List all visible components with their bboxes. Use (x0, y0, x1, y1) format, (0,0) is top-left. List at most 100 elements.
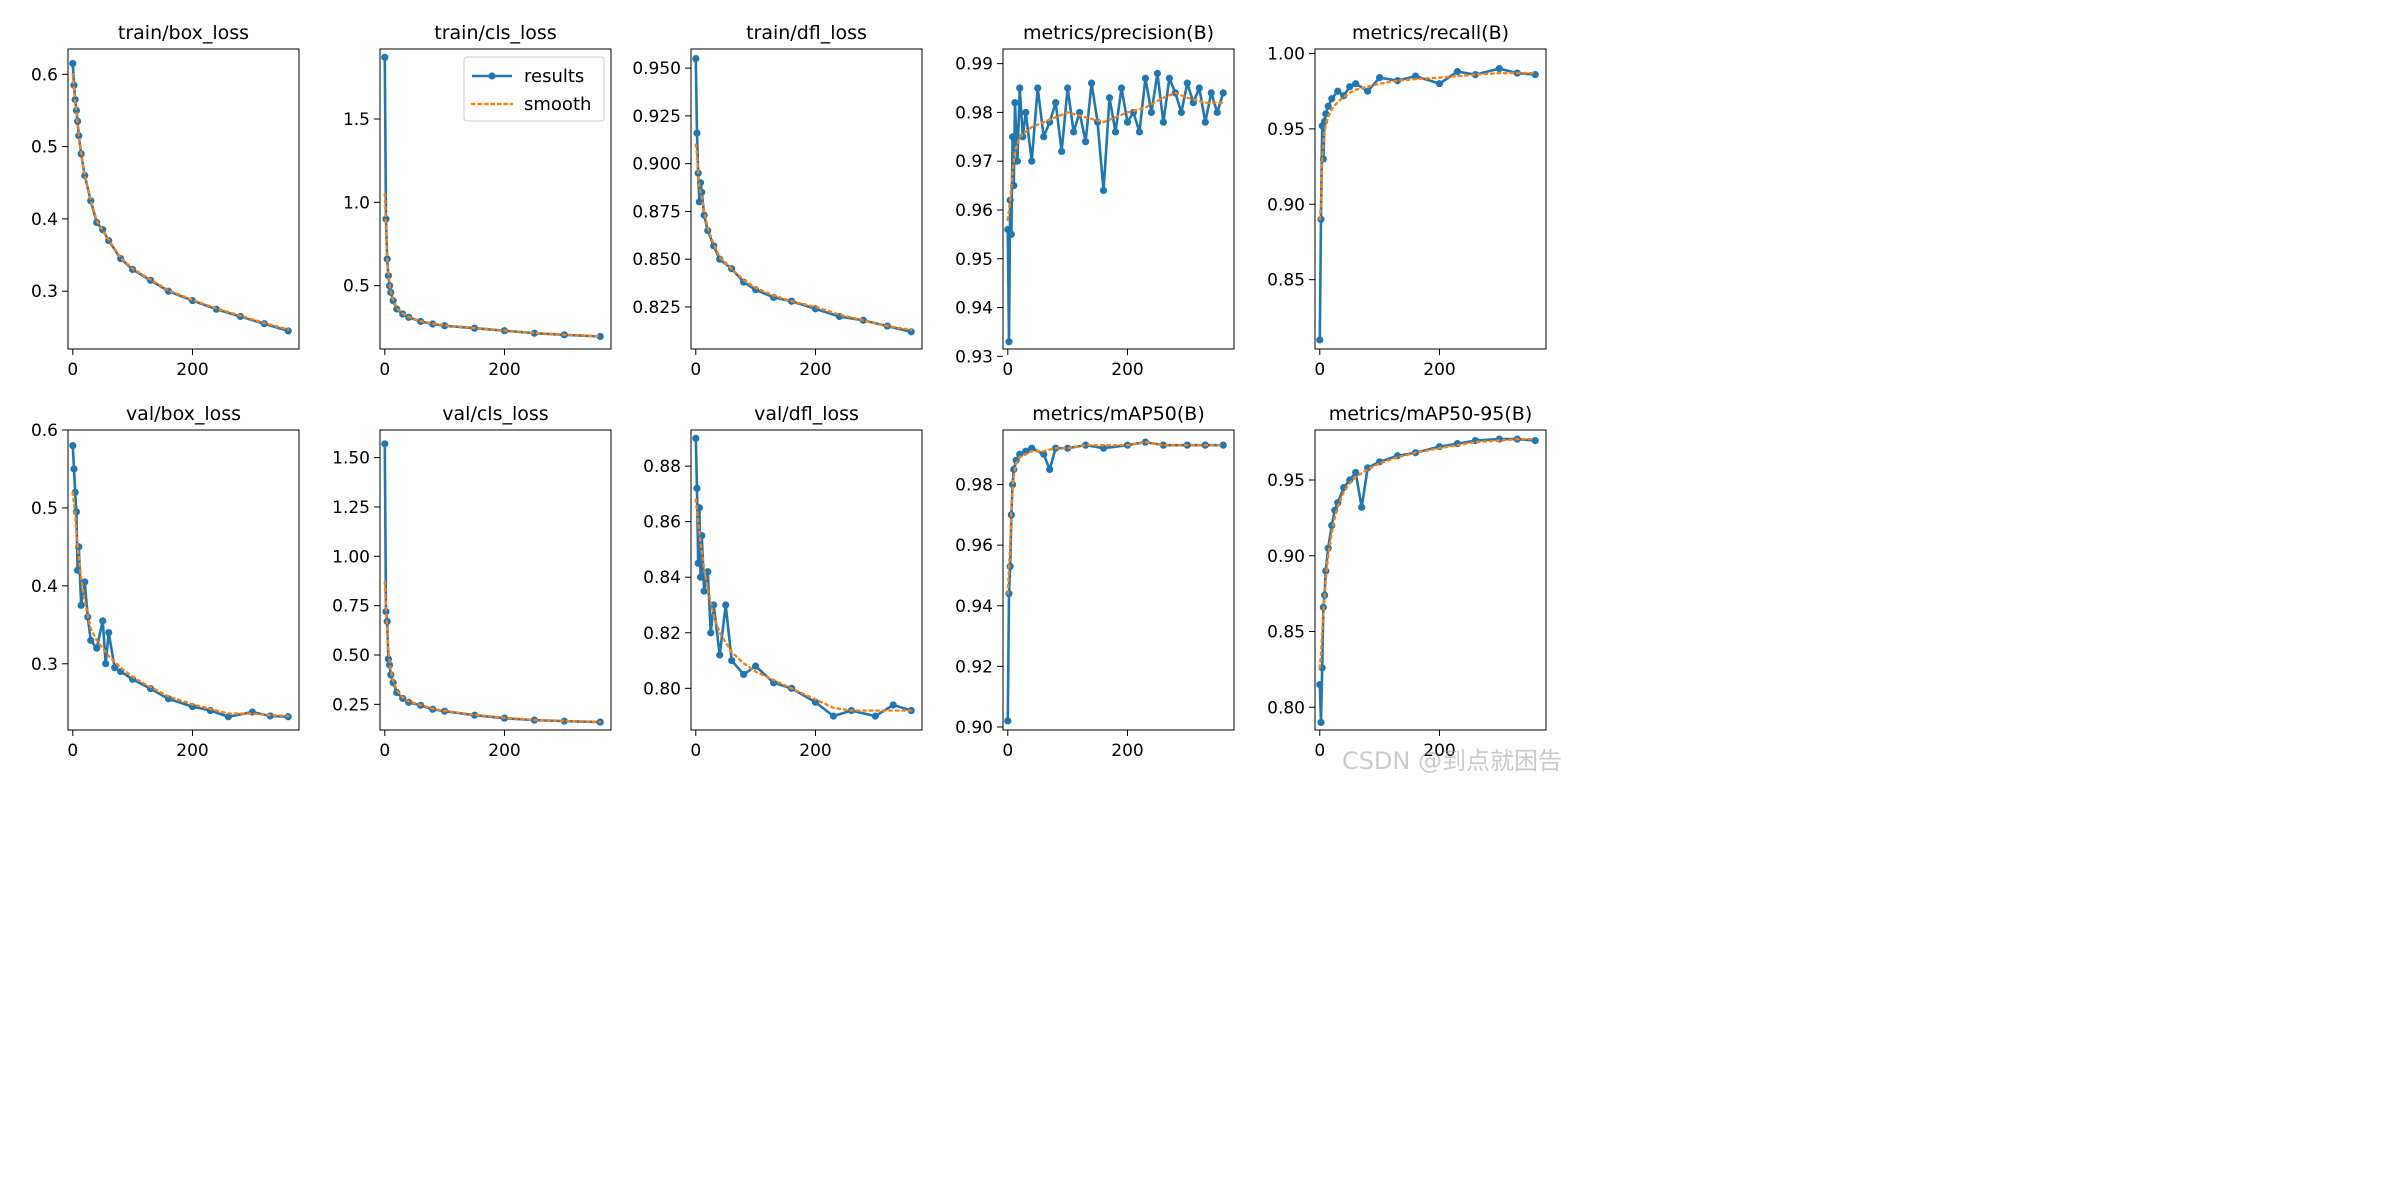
results-point (381, 53, 389, 61)
subplot-title: val/cls_loss (442, 403, 548, 425)
results-point (1141, 74, 1150, 82)
results-point (1159, 441, 1167, 449)
results-point (1471, 71, 1479, 79)
results-point (1087, 79, 1096, 87)
y-tick-label: 0.84 (643, 568, 681, 588)
results-point (1123, 118, 1132, 126)
results-point (694, 559, 702, 567)
plot-area (692, 54, 915, 336)
results-point (1016, 84, 1024, 92)
y-tick-label: 0.4 (31, 210, 58, 230)
results-point (81, 171, 89, 180)
y-tick-label: 0.5 (343, 277, 370, 297)
y-tick-label: 0.90 (955, 718, 993, 738)
results-point (1201, 118, 1209, 126)
smooth-line (694, 143, 913, 332)
x-tick-label: 200 (1423, 360, 1455, 380)
plot-area (381, 53, 604, 341)
axes-frame (67, 48, 300, 350)
results-point (752, 662, 760, 670)
smooth-line (71, 491, 290, 718)
results-point (1111, 128, 1120, 136)
results-point (1153, 69, 1161, 77)
axes-frame (67, 429, 300, 731)
y-tick-label: 0.94 (955, 597, 993, 617)
subplot-title: metrics/precision(B) (1023, 22, 1214, 44)
axes-frame (690, 429, 923, 731)
x-tick-label: 0 (690, 741, 701, 761)
results-point (1081, 441, 1090, 449)
results-point (704, 568, 712, 576)
results-point (1324, 102, 1332, 110)
x-tick-label: 0 (379, 360, 390, 380)
results-point (560, 717, 568, 725)
legend-results-label: results (524, 66, 584, 87)
results-point (1358, 503, 1366, 511)
y-tick-label: 0.50 (332, 646, 370, 666)
results-point (1352, 80, 1360, 88)
subplot-8: val/dfl_loss 0 200 0.80 0.82 0.84 0.86 0.88 (643, 403, 923, 761)
y-tick-label: 1.50 (332, 449, 370, 469)
y-tick-label: 0.825 (632, 298, 681, 318)
y-tick-label: 1.0 (343, 193, 370, 213)
results-point (1064, 84, 1072, 92)
x-tick-label: 0 (1314, 741, 1325, 761)
subplot-5: metrics/recall(B) 0 200 0.85 0.90 0.95 1.00 (1267, 22, 1547, 380)
results-point (111, 664, 119, 672)
y-tick-label: 1.00 (1267, 45, 1305, 65)
x-tick-label: 0 (1002, 360, 1013, 380)
subplot-3: train/dfl_loss 0 200 0.825 0.850 0.875 0.900 0.… (632, 22, 923, 380)
y-tick-label: 0.96 (955, 536, 993, 556)
smooth-line (1006, 440, 1225, 595)
results-point (1495, 64, 1503, 73)
results-point (1022, 108, 1030, 117)
subplot-title: val/box_loss (126, 403, 241, 425)
y-tick-label: 0.6 (31, 65, 58, 85)
x-tick-label: 0 (1002, 741, 1013, 761)
y-tick-label: 0.875 (632, 202, 681, 222)
plot-area (1004, 69, 1227, 346)
y-tick-label: 0.75 (332, 597, 370, 617)
results-point (1346, 83, 1354, 91)
results-point (1531, 437, 1539, 445)
x-tick-label: 200 (1111, 741, 1143, 761)
x-tick-label: 0 (690, 360, 701, 380)
results-point (69, 441, 77, 450)
results-point (1316, 680, 1324, 689)
results-point (470, 711, 479, 719)
plot-area (69, 59, 292, 335)
results-point (70, 465, 78, 473)
y-tick-label: 0.94 (955, 299, 993, 319)
results-point (77, 601, 85, 609)
y-tick-label: 0.950 (632, 59, 681, 79)
y-tick-label: 0.92 (955, 657, 993, 677)
x-tick-label: 0 (67, 360, 78, 380)
results-point (1099, 186, 1108, 195)
legend: results smooth (463, 56, 605, 122)
plot-area (381, 440, 604, 726)
x-tick-label: 200 (799, 360, 831, 380)
smooth-line (71, 73, 290, 331)
results-point (1070, 128, 1078, 136)
legend-results-marker (488, 72, 496, 80)
results-point (707, 629, 715, 637)
results-point (1165, 74, 1173, 82)
axes-frame (1002, 429, 1235, 731)
subplot-title: metrics/mAP50-95(B) (1329, 403, 1533, 425)
smooth-line (383, 192, 602, 338)
results-point (693, 129, 701, 137)
y-tick-label: 1.5 (343, 110, 370, 130)
y-tick-label: 0.5 (31, 138, 58, 158)
results-point (1028, 444, 1036, 452)
y-tick-label: 0.3 (31, 655, 58, 675)
y-tick-label: 0.98 (955, 476, 993, 496)
plot-area (69, 441, 292, 721)
subplot-10: metrics/mAP50-95(B) 0 200 0.80 0.85 0.90 0.95 (1267, 403, 1547, 761)
results-point (1219, 441, 1227, 449)
results-point (700, 587, 708, 595)
results-point (87, 636, 95, 644)
subplot-title: train/box_loss (118, 22, 249, 44)
x-tick-label: 200 (176, 741, 208, 761)
smooth-line (1006, 91, 1225, 221)
y-tick-label: 0.96 (955, 201, 993, 221)
